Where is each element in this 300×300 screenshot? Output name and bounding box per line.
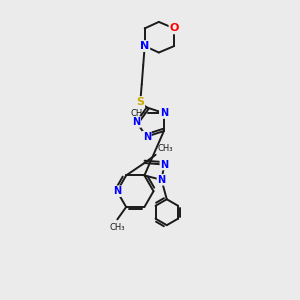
- Text: CH₃: CH₃: [110, 223, 125, 232]
- Text: N: N: [143, 132, 151, 142]
- Text: S: S: [136, 97, 144, 107]
- Text: N: N: [160, 160, 169, 170]
- Text: N: N: [132, 117, 140, 127]
- Text: N: N: [158, 175, 166, 185]
- Text: N: N: [160, 108, 168, 118]
- Text: CH₃: CH₃: [131, 109, 146, 118]
- Text: N: N: [113, 186, 121, 196]
- Text: CH₃: CH₃: [157, 144, 172, 153]
- Text: O: O: [169, 23, 179, 33]
- Text: N: N: [140, 41, 149, 51]
